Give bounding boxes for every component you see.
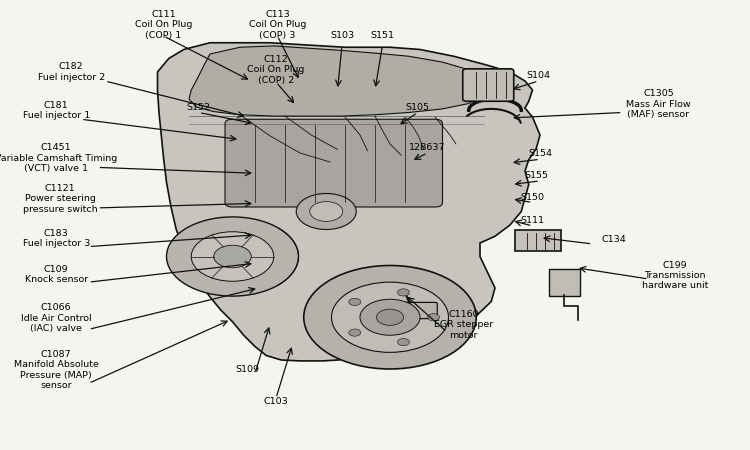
Text: S104: S104 [526, 71, 550, 80]
Circle shape [398, 338, 410, 346]
Text: C111
Coil On Plug
(COP) 1: C111 Coil On Plug (COP) 1 [135, 10, 192, 40]
Text: C183
Fuel injector 3: C183 Fuel injector 3 [22, 229, 90, 248]
Text: C1160
EGR stepper
motor: C1160 EGR stepper motor [433, 310, 494, 340]
Circle shape [166, 217, 298, 296]
Polygon shape [158, 43, 540, 361]
Text: C1451
Variable Camshaft Timing
(VCT) valve 1: C1451 Variable Camshaft Timing (VCT) val… [0, 144, 117, 173]
Text: C112
Coil On Plug
(COP) 2: C112 Coil On Plug (COP) 2 [248, 55, 304, 85]
Text: C1087
Manifold Absolute
Pressure (MAP)
sensor: C1087 Manifold Absolute Pressure (MAP) s… [13, 350, 99, 390]
Text: 12B637: 12B637 [410, 143, 446, 152]
FancyBboxPatch shape [225, 119, 442, 207]
Text: C109
Knock sensor: C109 Knock sensor [25, 265, 88, 284]
Text: S154: S154 [528, 149, 552, 158]
Circle shape [310, 202, 343, 221]
Text: C134: C134 [602, 235, 625, 244]
Text: S109: S109 [236, 365, 260, 374]
Circle shape [349, 329, 361, 336]
Circle shape [376, 309, 404, 325]
Text: S105: S105 [406, 103, 430, 112]
Text: S151: S151 [370, 32, 394, 40]
Circle shape [427, 314, 439, 321]
Text: S155: S155 [524, 171, 548, 180]
FancyBboxPatch shape [515, 230, 561, 251]
FancyBboxPatch shape [403, 302, 437, 319]
Circle shape [304, 266, 476, 369]
Circle shape [349, 298, 361, 306]
Text: C1121
Power steering
pressure switch: C1121 Power steering pressure switch [22, 184, 98, 214]
Text: S111: S111 [520, 216, 544, 225]
Circle shape [332, 282, 448, 352]
Text: C1066
Idle Air Control
(IAC) valve: C1066 Idle Air Control (IAC) valve [21, 303, 92, 333]
Circle shape [191, 232, 274, 281]
Text: S103: S103 [330, 32, 354, 40]
Circle shape [296, 194, 356, 230]
Circle shape [360, 299, 420, 335]
Polygon shape [189, 46, 484, 116]
Circle shape [398, 289, 410, 296]
Text: C1305
Mass Air Flow
(MAF) sensor: C1305 Mass Air Flow (MAF) sensor [626, 90, 691, 119]
FancyBboxPatch shape [463, 69, 514, 101]
Text: S150: S150 [520, 193, 544, 202]
Text: C181
Fuel injector 1: C181 Fuel injector 1 [22, 100, 90, 120]
Text: C182
Fuel injector 2: C182 Fuel injector 2 [38, 62, 105, 82]
Circle shape [214, 245, 251, 268]
FancyBboxPatch shape [549, 269, 580, 296]
Text: C199
Transmission
hardware unit: C199 Transmission hardware unit [642, 261, 708, 290]
Text: C103: C103 [264, 397, 288, 406]
Text: C113
Coil On Plug
(COP) 3: C113 Coil On Plug (COP) 3 [249, 10, 306, 40]
Text: S152: S152 [187, 103, 211, 112]
